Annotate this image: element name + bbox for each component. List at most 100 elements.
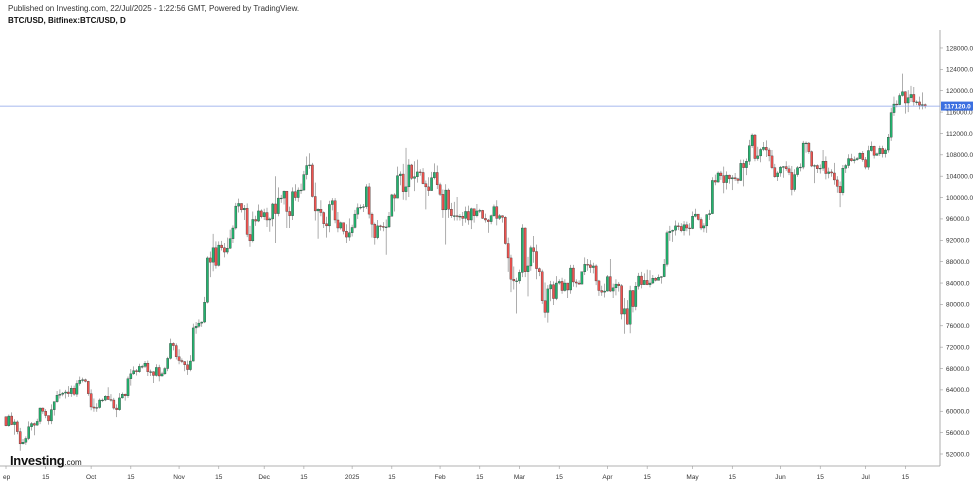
candle bbox=[240, 203, 243, 213]
candle-body-up bbox=[813, 165, 816, 167]
candle-body-up bbox=[793, 174, 796, 190]
candle-body-up bbox=[64, 391, 67, 394]
candle-body-down bbox=[4, 416, 8, 426]
candle bbox=[55, 390, 59, 403]
candle-body-up bbox=[648, 282, 652, 285]
candle-body-down bbox=[418, 171, 422, 173]
candle bbox=[847, 154, 850, 169]
candle-body-down bbox=[830, 171, 833, 174]
candle bbox=[645, 269, 649, 286]
candle-body-down bbox=[18, 431, 22, 445]
candle bbox=[464, 206, 467, 223]
candle-body-down bbox=[912, 94, 916, 103]
candle-body-down bbox=[322, 212, 326, 224]
candle bbox=[728, 174, 731, 184]
candle-body-up bbox=[21, 442, 25, 445]
candle-body-up bbox=[299, 189, 303, 192]
candle-body-down bbox=[753, 134, 757, 159]
candle-body-up bbox=[30, 423, 33, 427]
candle-body-up bbox=[921, 104, 924, 106]
time-tick-label: Mar bbox=[514, 474, 526, 481]
candle-body-down bbox=[450, 209, 453, 216]
candle-body-down bbox=[401, 173, 405, 192]
candle bbox=[875, 152, 879, 156]
candle-body-up bbox=[852, 159, 856, 161]
candle-body-down bbox=[393, 194, 396, 199]
candle bbox=[521, 224, 524, 278]
candle bbox=[835, 176, 839, 193]
candle bbox=[44, 409, 47, 419]
candle-body-down bbox=[807, 142, 811, 152]
candle bbox=[685, 221, 689, 232]
time-tick-label: Nov bbox=[173, 474, 185, 481]
candle bbox=[69, 385, 73, 397]
candle-body-up bbox=[35, 421, 39, 426]
candle bbox=[705, 214, 709, 233]
candle bbox=[121, 392, 124, 399]
candle bbox=[600, 285, 604, 296]
candle-body-up bbox=[305, 165, 308, 175]
candle bbox=[591, 262, 595, 274]
candle bbox=[152, 371, 155, 383]
candle-body-down bbox=[765, 147, 768, 151]
candle-body-up bbox=[489, 215, 493, 222]
candle-body-up bbox=[662, 264, 666, 277]
candle-body-down bbox=[214, 247, 218, 266]
candle bbox=[557, 279, 561, 285]
candle bbox=[796, 166, 799, 177]
candle-body-down bbox=[742, 163, 745, 168]
candle bbox=[226, 237, 229, 255]
price-tick-label: 76000.0 bbox=[946, 323, 970, 330]
candle-body-up bbox=[844, 165, 848, 169]
candle-body-down bbox=[810, 151, 813, 167]
candle bbox=[813, 164, 816, 184]
candle bbox=[801, 140, 805, 170]
candle bbox=[251, 211, 255, 243]
candle bbox=[203, 296, 206, 324]
candle bbox=[10, 412, 13, 426]
candle-body-down bbox=[186, 364, 189, 370]
candle-body-down bbox=[767, 149, 771, 157]
price-axis: 52000.0 56000.0 60000.0 64000.0 68000.0 72000… bbox=[939, 30, 973, 466]
candle bbox=[674, 220, 677, 236]
candle-body-down bbox=[311, 164, 314, 197]
candle bbox=[569, 264, 572, 294]
candle-body-up bbox=[716, 172, 720, 183]
candle-body-up bbox=[138, 366, 141, 372]
candle-body-down bbox=[441, 194, 445, 211]
candle bbox=[52, 401, 56, 416]
candle-body-down bbox=[472, 208, 476, 216]
candle bbox=[396, 166, 399, 199]
candle-body-up bbox=[433, 172, 436, 178]
candle-body-down bbox=[696, 213, 700, 220]
candle-body-down bbox=[688, 227, 691, 229]
candle bbox=[291, 187, 294, 220]
candle-body-down bbox=[787, 168, 791, 173]
candle-body-down bbox=[367, 186, 371, 215]
candle-body-up bbox=[353, 213, 357, 228]
logo-brand: Investing bbox=[10, 453, 65, 468]
candle-body-up bbox=[776, 172, 779, 177]
candle bbox=[75, 380, 79, 397]
candle bbox=[799, 163, 802, 172]
candle-body-up bbox=[748, 145, 751, 162]
time-tick-label: 15 bbox=[388, 474, 396, 481]
candle-body-down bbox=[424, 183, 428, 188]
candle bbox=[50, 404, 53, 425]
candle-body-up bbox=[390, 194, 394, 217]
candle bbox=[864, 156, 867, 170]
candle bbox=[901, 73, 904, 97]
candle-body-down bbox=[484, 218, 487, 221]
candle bbox=[118, 393, 121, 411]
candle-body-down bbox=[918, 101, 921, 106]
candle-body-down bbox=[240, 203, 243, 211]
candle-body-down bbox=[467, 211, 470, 221]
candle bbox=[424, 180, 428, 210]
candle-body-up bbox=[231, 227, 235, 239]
last-price-badge bbox=[941, 101, 973, 111]
candle-body-down bbox=[685, 224, 689, 229]
candle-body-up bbox=[671, 229, 674, 232]
price-tick-label: 128000.0 bbox=[946, 45, 973, 52]
candle-body-up bbox=[282, 190, 286, 199]
